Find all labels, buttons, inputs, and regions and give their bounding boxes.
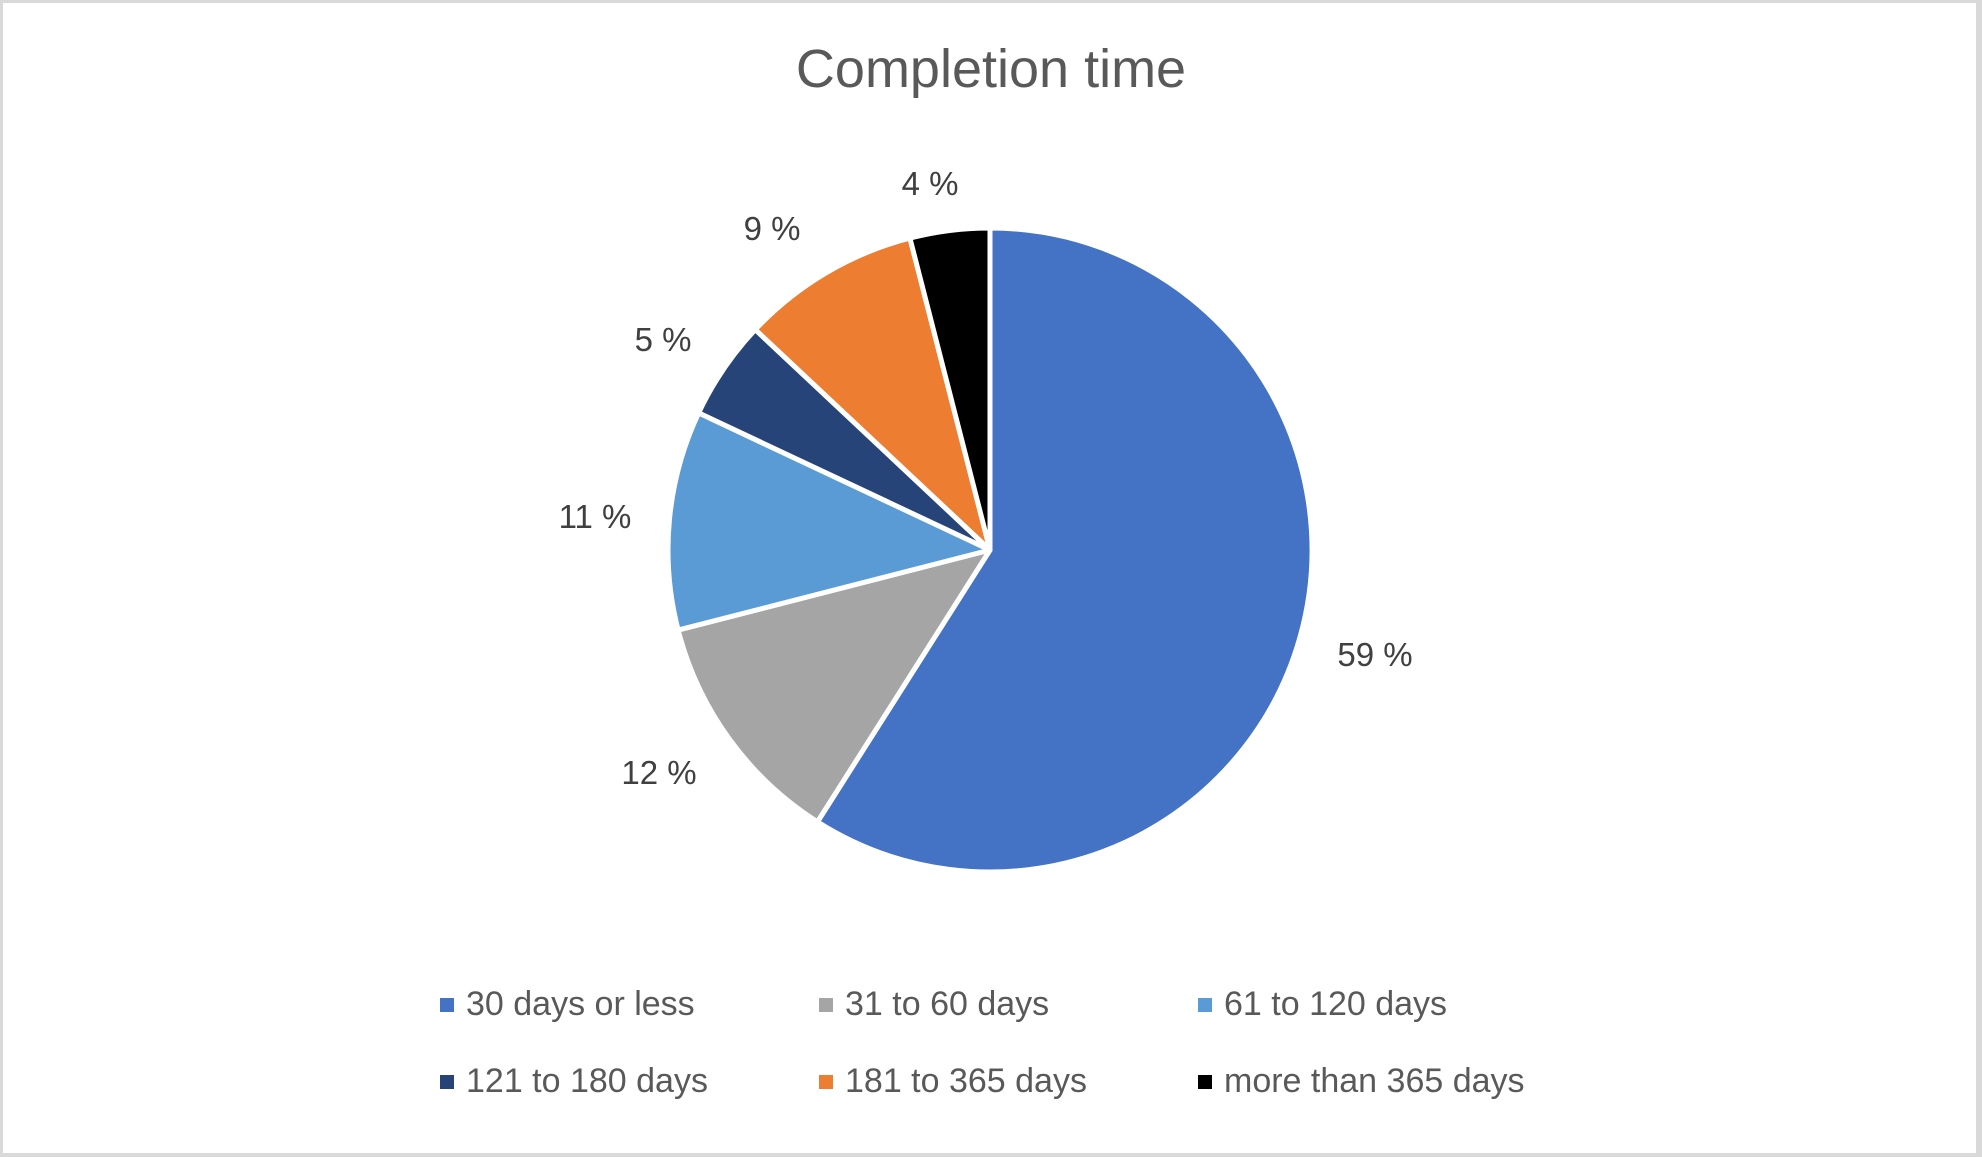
legend-swatch-icon bbox=[1198, 1074, 1212, 1089]
legend-swatch-icon bbox=[440, 997, 454, 1012]
legend-item-31-to-60-days: 31 to 60 days bbox=[819, 985, 1049, 1024]
legend-item-61-to-120-days: 61 to 120 days bbox=[1198, 985, 1447, 1024]
legend-item-more-than-365-days: more than 365 days bbox=[1198, 1062, 1525, 1101]
pie-slice-61-to-120-days bbox=[665, 410, 993, 633]
legend-item-121-to-180-days: 121 to 180 days bbox=[440, 1062, 708, 1101]
pie-slice-30-days-or-less bbox=[814, 225, 1315, 875]
legend-swatch-icon bbox=[819, 1074, 833, 1089]
legend-label: 31 to 60 days bbox=[845, 985, 1050, 1023]
pie-slice-31-to-60-days bbox=[675, 547, 993, 825]
data-label-30-days-or-less: 59 % bbox=[1337, 636, 1413, 673]
data-label-more-than-365-days: 4 % bbox=[901, 165, 959, 202]
data-label-121-to-180-days: 5 % bbox=[634, 321, 692, 358]
legend-swatch-icon bbox=[1198, 997, 1212, 1012]
legend-label: 181 to 365 days bbox=[845, 1062, 1087, 1100]
data-label-181-to-365-days: 9 % bbox=[743, 210, 801, 247]
legend-label: more than 365 days bbox=[1224, 1062, 1525, 1100]
pie-slice-more-than-365-days bbox=[907, 225, 993, 553]
legend-swatch-icon bbox=[819, 997, 833, 1012]
legend-swatch-icon bbox=[440, 1074, 454, 1089]
legend-label: 30 days or less bbox=[466, 985, 695, 1023]
legend-label: 121 to 180 days bbox=[466, 1062, 708, 1100]
chart-title: Completion time bbox=[795, 39, 1187, 99]
data-label-61-to-120-days: 11 % bbox=[558, 498, 632, 535]
legend-item-181-to-365-days: 181 to 365 days bbox=[819, 1062, 1087, 1101]
legend-item-30-days-or-less: 30 days or less bbox=[440, 985, 695, 1024]
data-label-31-to-60-days: 12 % bbox=[621, 754, 697, 791]
pie-slice-181-to-365-days bbox=[752, 235, 993, 553]
legend-label: 61 to 120 days bbox=[1224, 985, 1448, 1023]
